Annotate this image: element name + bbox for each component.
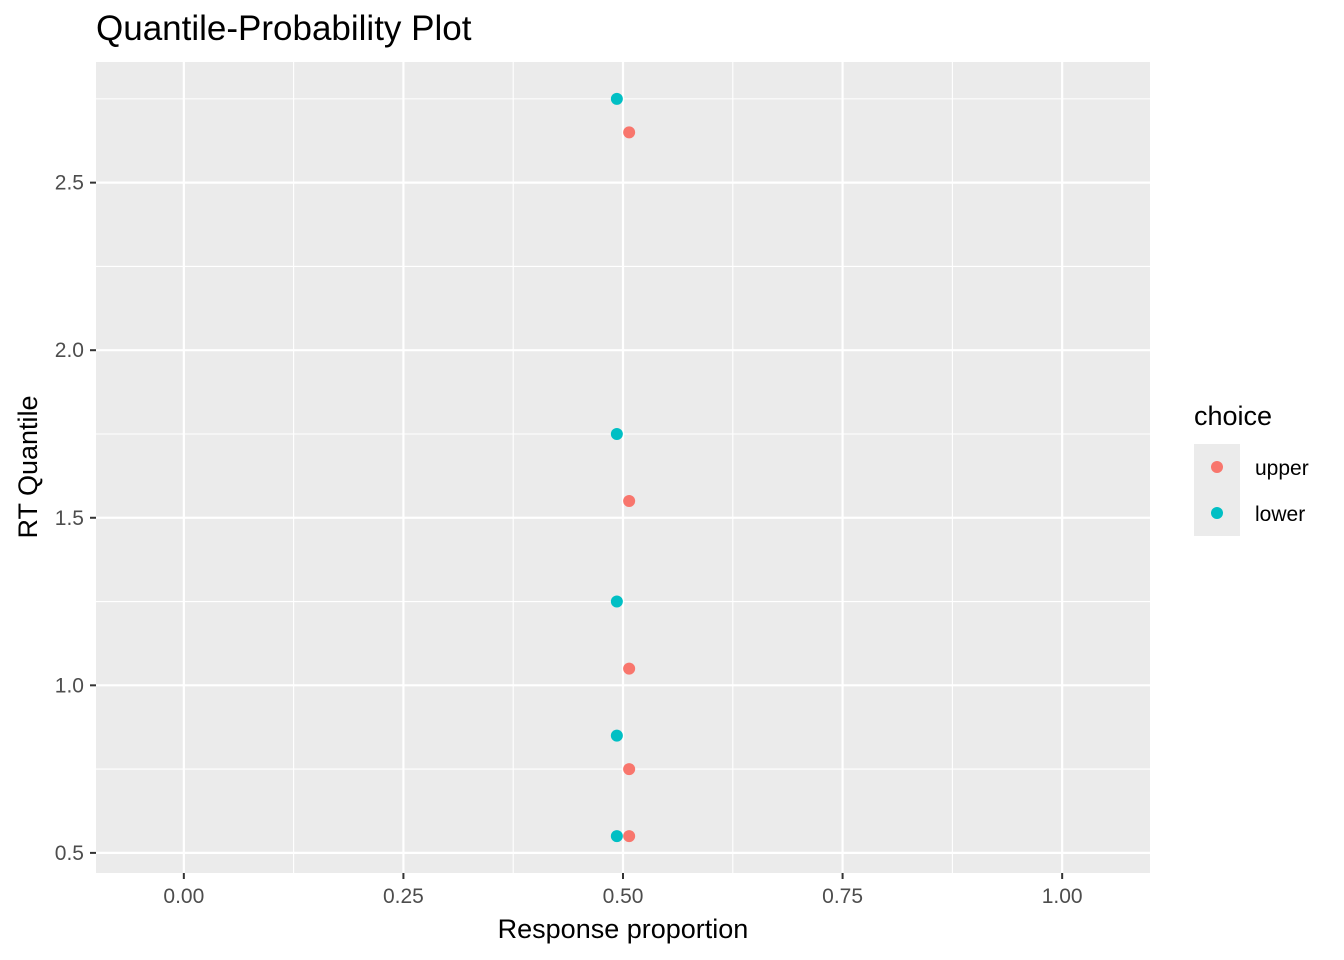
x-tick-label: 0.00 [163, 885, 204, 908]
y-tick-label: 1.5 [55, 507, 84, 530]
point-lower [610, 92, 623, 105]
point-upper [623, 495, 636, 508]
legend-label-upper: upper [1255, 457, 1309, 480]
y-tick-label: 0.5 [55, 842, 84, 865]
point-lower [610, 729, 623, 742]
point-upper [623, 830, 636, 843]
x-tick-label: 1.00 [1042, 885, 1083, 908]
legend: choice upper lower [1194, 401, 1309, 536]
legend-marker-upper [1211, 461, 1223, 473]
x-axis-title: Response proportion [498, 914, 749, 944]
point-lower [610, 427, 623, 440]
y-tick-label: 1.0 [55, 674, 84, 697]
y-tick-label: 2.5 [55, 172, 84, 195]
x-tick-label: 0.25 [383, 885, 424, 908]
point-upper [623, 126, 636, 139]
point-upper [623, 763, 636, 776]
y-axis-title: RT Quantile [13, 395, 43, 538]
grid-major [96, 62, 1150, 873]
y-axis: 0.5 1.0 1.5 2.0 2.5 [55, 172, 96, 865]
x-axis: 0.00 0.25 0.50 0.75 1.00 [163, 873, 1083, 908]
point-upper [623, 662, 636, 675]
legend-marker-lower [1211, 507, 1223, 519]
legend-items: upper lower [1194, 444, 1309, 536]
data-points [610, 92, 636, 843]
x-tick-label: 0.75 [822, 885, 863, 908]
x-tick-label: 0.50 [603, 885, 644, 908]
legend-title: choice [1194, 401, 1272, 431]
chart-title: Quantile-Probability Plot [96, 9, 472, 48]
point-lower [610, 830, 623, 843]
y-tick-label: 2.0 [55, 339, 84, 362]
point-lower [610, 595, 623, 608]
legend-label-lower: lower [1255, 503, 1305, 526]
